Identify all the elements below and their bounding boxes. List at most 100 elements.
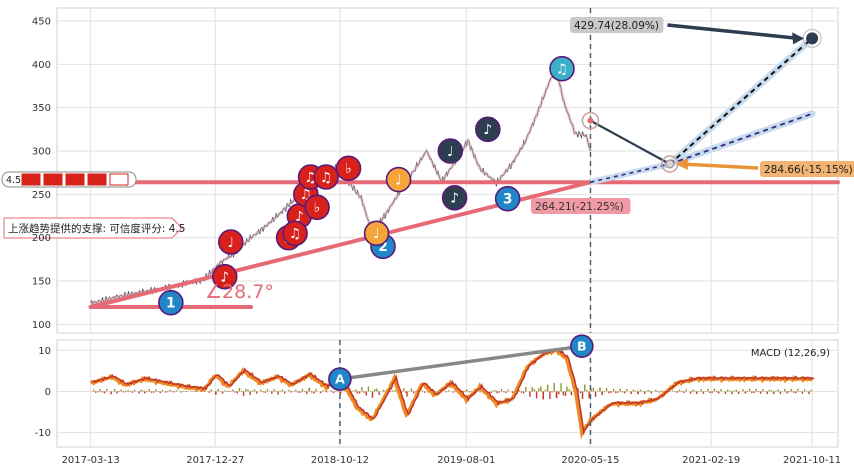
macd-hist-bar bbox=[237, 391, 238, 393]
macd-hist-bar bbox=[718, 391, 719, 393]
macd-hist-bar bbox=[631, 391, 632, 393]
x-tick-label: 2019-08-01 bbox=[437, 455, 495, 466]
macd-hist-bar bbox=[701, 389, 702, 391]
macd-hist-bar bbox=[138, 391, 139, 393]
macd-hist-bar bbox=[125, 391, 126, 392]
macd-hist-bar bbox=[597, 391, 598, 392]
macd-hist-bar bbox=[262, 391, 263, 392]
macd-hist-bar bbox=[127, 390, 128, 392]
price-marker-label: ♩ bbox=[228, 235, 235, 251]
macd-hist-bar bbox=[359, 391, 360, 393]
macd-hist-bar bbox=[392, 390, 393, 391]
macd-hist-bar bbox=[778, 389, 779, 391]
macd-hist-bar bbox=[171, 391, 172, 392]
macd-hist-bar bbox=[762, 389, 763, 391]
macd-hist-bar bbox=[247, 390, 248, 392]
macd-hist-bar bbox=[749, 389, 750, 392]
price-marker-label: 1 bbox=[166, 295, 176, 311]
pivot-dot bbox=[666, 160, 674, 168]
macd-hist-bar bbox=[411, 388, 412, 391]
macd-hist-bar bbox=[703, 391, 704, 393]
macd-hist-bar bbox=[690, 391, 691, 393]
target-value-label: 429.74(28.09%) bbox=[574, 20, 659, 32]
macd-hist-bar bbox=[672, 391, 673, 392]
macd-hist-bar bbox=[110, 391, 111, 394]
macd-hist-bar bbox=[512, 391, 513, 393]
macd-hist-bar bbox=[565, 391, 566, 396]
price-marker-label: 3 bbox=[503, 191, 513, 207]
macd-hist-bar bbox=[378, 391, 379, 395]
macd-hist-bar bbox=[344, 390, 345, 391]
macd-hist-bar bbox=[563, 391, 564, 395]
macd-hist-bar bbox=[696, 391, 697, 394]
macd-hist-bar bbox=[729, 390, 730, 391]
price-marker-label: ♪ bbox=[450, 191, 459, 207]
macd-hist-bar bbox=[265, 391, 266, 392]
macd-hist-bar bbox=[588, 391, 589, 398]
macd-hist-bar bbox=[267, 389, 268, 391]
macd-hist-bar bbox=[677, 391, 678, 392]
price-marker-label: ♭ bbox=[345, 161, 352, 177]
macd-hist-bar bbox=[211, 389, 212, 391]
macd-hist-bar bbox=[232, 389, 233, 391]
macd-hist-bar bbox=[806, 391, 807, 392]
macd-hist-bar bbox=[93, 390, 94, 392]
macd-hist-bar bbox=[361, 387, 362, 391]
macd-hist-bar bbox=[313, 391, 314, 393]
macd-hist-bar bbox=[620, 389, 621, 392]
macd-hist-bar bbox=[753, 391, 754, 393]
macd-hist-bar bbox=[599, 387, 600, 391]
macd-hist-bar bbox=[731, 391, 732, 394]
macd-hist-bar bbox=[222, 391, 223, 393]
macd-hist-bar bbox=[714, 389, 715, 392]
macd-hist-bar bbox=[331, 390, 332, 391]
macd-hist-bar bbox=[116, 391, 117, 393]
macd-hist-bar bbox=[617, 391, 618, 392]
macd-hist-bar bbox=[742, 389, 743, 391]
macd-hist-bar bbox=[366, 391, 367, 395]
rating-star bbox=[44, 174, 62, 185]
x-tick-label: 2020-05-15 bbox=[561, 455, 619, 466]
macd-hist-bar bbox=[468, 391, 469, 392]
macd-hist-bar bbox=[615, 391, 616, 393]
macd-hist-bar bbox=[355, 390, 356, 392]
macd-hist-bar bbox=[295, 390, 296, 392]
macd-hist-bar bbox=[760, 391, 761, 393]
macd-hist-bar bbox=[333, 391, 334, 393]
macd-hist-bar bbox=[106, 389, 107, 392]
macd-hist-bar bbox=[646, 390, 647, 391]
macd-hist-bar bbox=[215, 391, 216, 394]
macd-hist-bar bbox=[141, 390, 142, 392]
macd-hist-bar bbox=[245, 389, 246, 392]
macd-hist-bar bbox=[771, 390, 772, 391]
macd-y-tick-label: -10 bbox=[35, 428, 51, 439]
drop-start-dot bbox=[587, 118, 593, 124]
macd-hist-bar bbox=[495, 390, 496, 391]
x-tick-label: 2017-03-13 bbox=[62, 455, 120, 466]
macd-hist-bar bbox=[390, 391, 391, 392]
macd-hist-bar bbox=[311, 391, 312, 392]
macd-hist-bar bbox=[162, 390, 163, 392]
macd-hist-bar bbox=[304, 391, 305, 392]
macd-hist-bar bbox=[775, 391, 776, 392]
price-y-tick-label: 150 bbox=[32, 277, 51, 288]
macd-hist-bar bbox=[635, 391, 636, 392]
price-y-tick-label: 250 bbox=[32, 190, 51, 201]
macd-hist-bar bbox=[149, 389, 150, 391]
macd-hist-bar bbox=[340, 391, 341, 394]
macd-hist-bar bbox=[309, 388, 310, 392]
macd-hist-bar bbox=[114, 389, 115, 392]
macd-hist-bar bbox=[756, 389, 757, 392]
macd-hist-bar bbox=[686, 389, 687, 391]
macd-hist-bar bbox=[167, 391, 168, 392]
macd-hist-bar bbox=[118, 391, 119, 392]
macd-hist-bar bbox=[491, 391, 492, 392]
price-y-tick-label: 100 bbox=[32, 320, 51, 331]
macd-hist-bar bbox=[448, 390, 449, 391]
macd-hist-bar bbox=[808, 391, 809, 394]
macd-hist-bar bbox=[606, 388, 607, 392]
macd-hist-bar bbox=[758, 391, 759, 392]
macd-hist-bar bbox=[220, 391, 221, 392]
macd-hist-bar bbox=[734, 390, 735, 391]
